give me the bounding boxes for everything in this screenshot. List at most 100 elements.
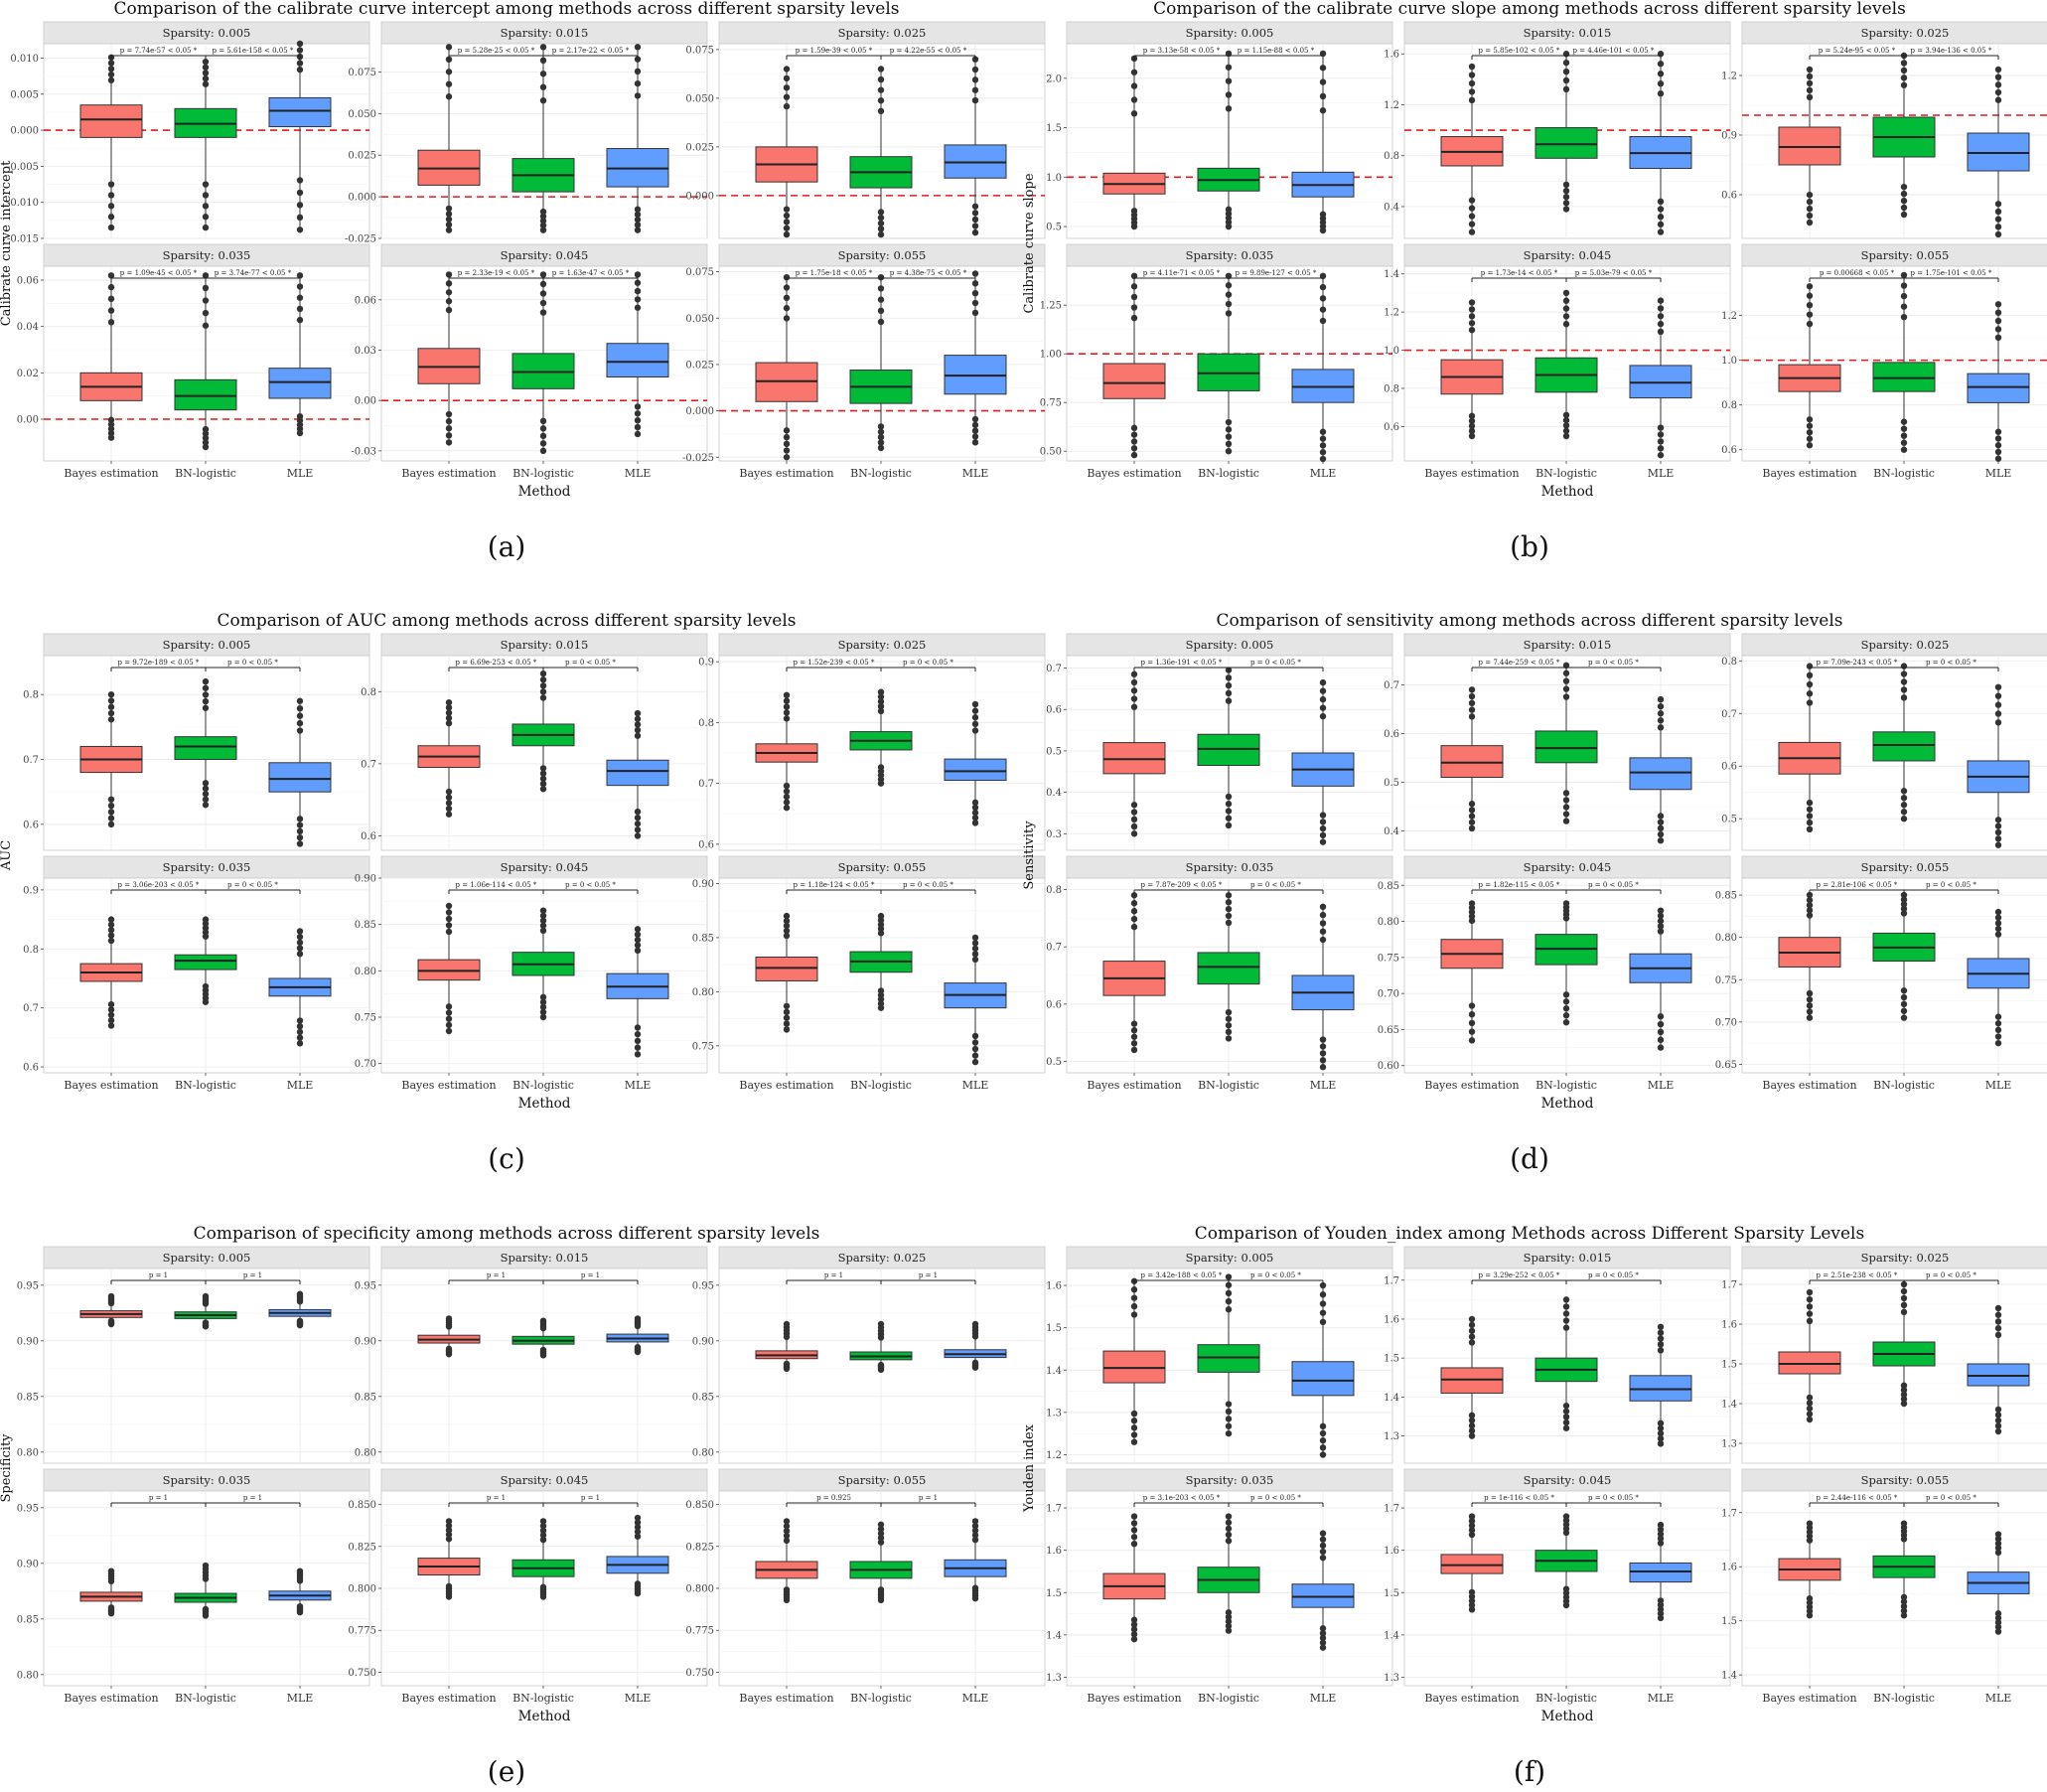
outlier-point [971, 223, 979, 229]
outlier-point [1562, 1414, 1570, 1420]
y-tick-label: 1.6 [1046, 1281, 1062, 1292]
outlier-point [445, 432, 453, 439]
facet-panel: Sparsity: 0.015 1.3 1.4 1.5 1.6 1.7 p = 3.29e-… [1384, 1246, 1731, 1464]
box-iqr [1535, 127, 1598, 159]
facet-strip-label: Sparsity: 0.035 [163, 1473, 251, 1487]
outlier-point [1994, 841, 2002, 848]
outlier-point [445, 1531, 453, 1538]
y-tick-label: 0.7 [698, 779, 714, 790]
outlier-point [971, 299, 979, 307]
y-tick-label: 0.000 [10, 126, 39, 137]
outlier-point [971, 1584, 979, 1591]
x-tick-label: MLE [962, 467, 989, 480]
outlier-point [971, 1518, 979, 1525]
box-bayes-estimation [1778, 891, 1841, 1021]
outlier-point [445, 44, 453, 51]
outlier-point [107, 815, 115, 821]
p-value-label: p = 0 < 0.05 * [1926, 1271, 1976, 1279]
outlier-point [539, 1532, 547, 1539]
facet-strip-label: Sparsity: 0.015 [501, 26, 589, 40]
outlier-point [539, 1003, 547, 1011]
outlier-point [1562, 85, 1570, 93]
outlier-point [539, 44, 547, 51]
y-tick-label: 1.6 [1384, 1546, 1399, 1557]
outlier-point [1319, 819, 1327, 825]
box-bayes-estimation [1778, 1288, 1841, 1423]
subfigure-label: (d) [1510, 1142, 1549, 1175]
outlier-point [1657, 305, 1665, 312]
outlier-point [1319, 306, 1327, 313]
outlier-point [783, 206, 791, 213]
p-value-label: p = 9.89e-127 < 0.05 * [1236, 269, 1317, 277]
y-tick-label: 0.8 [698, 718, 714, 729]
y-tick-label: 0.050 [685, 93, 714, 104]
facet-strip-label: Sparsity: 0.045 [501, 860, 589, 874]
outlier-point [445, 1518, 453, 1525]
y-tick-label: 0.8 [1384, 151, 1399, 162]
outlier-point [107, 429, 115, 437]
outlier-point [1806, 435, 1814, 442]
y-tick-label: 0.90 [355, 874, 376, 885]
box-mle [944, 1320, 1007, 1371]
y-tick-label: -0.03 [351, 446, 376, 457]
y-tick-label: 0.850 [348, 1500, 376, 1511]
outlier-point [1562, 1402, 1570, 1410]
box-mle [1291, 50, 1355, 234]
p-value-label: p = 0 < 0.05 * [565, 881, 616, 889]
p-value-label: p = 0 < 0.05 * [1250, 1271, 1301, 1279]
outlier-point [1562, 818, 1570, 824]
outlier-point [783, 1532, 791, 1540]
y-tick-label: 0.050 [348, 109, 376, 120]
outlier-point [877, 1521, 885, 1528]
outlier-point [1468, 713, 1476, 720]
box-bn-logistic [849, 688, 913, 787]
outlier-point [1994, 925, 2002, 933]
outlier-point [634, 926, 642, 933]
outlier-point [634, 216, 642, 224]
box-mle [606, 709, 669, 839]
outlier-point [539, 1527, 547, 1534]
p-value-label: p = 0 < 0.05 * [1926, 1494, 1976, 1502]
facet-strip-label: Sparsity: 0.055 [1861, 860, 1950, 874]
y-tick-label: -0.015 [7, 234, 39, 245]
outlier-point [1319, 1309, 1327, 1316]
y-tick-label: 0.06 [17, 276, 39, 287]
y-tick-label: 0.9 [23, 885, 39, 896]
outlier-point [539, 226, 547, 233]
outlier-point [1319, 1291, 1327, 1298]
outlier-point [1994, 1619, 2002, 1626]
outlier-point [1657, 912, 1665, 920]
outlier-point [1806, 996, 1814, 1003]
facet-panel: Sparsity: 0.005 1.2 1.3 1.4 1.5 1.6 p = 3.42e-… [1046, 1246, 1393, 1464]
outlier-point [971, 815, 979, 821]
outlier-point [1900, 1301, 1908, 1309]
p-value-label: p = 7.87e-209 < 0.05 * [1141, 881, 1223, 889]
box-iqr [1102, 1350, 1166, 1384]
outlier-point [1806, 912, 1814, 919]
outlier-point [971, 66, 979, 74]
outlier-point [1130, 915, 1138, 923]
outlier-point [634, 279, 642, 286]
outlier-point [296, 1317, 304, 1325]
outlier-point [1225, 821, 1233, 829]
outlier-point [1900, 81, 1908, 88]
y-tick-label: 0.6 [1721, 445, 1737, 456]
outlier-point [1994, 224, 2002, 230]
outlier-point [107, 1022, 115, 1029]
y-tick-label: 0.025 [685, 142, 714, 153]
p-value-label: p = 1.75e-101 < 0.05 * [1911, 269, 1992, 277]
y-tick-label: 1.25 [1040, 301, 1062, 312]
outlier-point [783, 1333, 791, 1341]
outlier-point [539, 1583, 547, 1590]
outlier-point [1562, 797, 1570, 804]
outlier-point [783, 788, 791, 795]
outlier-point [971, 1032, 979, 1040]
p-value-label: p = 4.11e-71 < 0.05 * [1143, 269, 1221, 277]
outlier-point [1657, 328, 1665, 336]
outlier-point [296, 283, 304, 290]
box-bn-logistic [512, 1317, 575, 1359]
outlier-point [1562, 790, 1570, 797]
y-tick-label: 1.2 [1384, 100, 1399, 111]
outlier-point [445, 928, 453, 936]
x-tick-label: MLE [287, 1692, 314, 1705]
